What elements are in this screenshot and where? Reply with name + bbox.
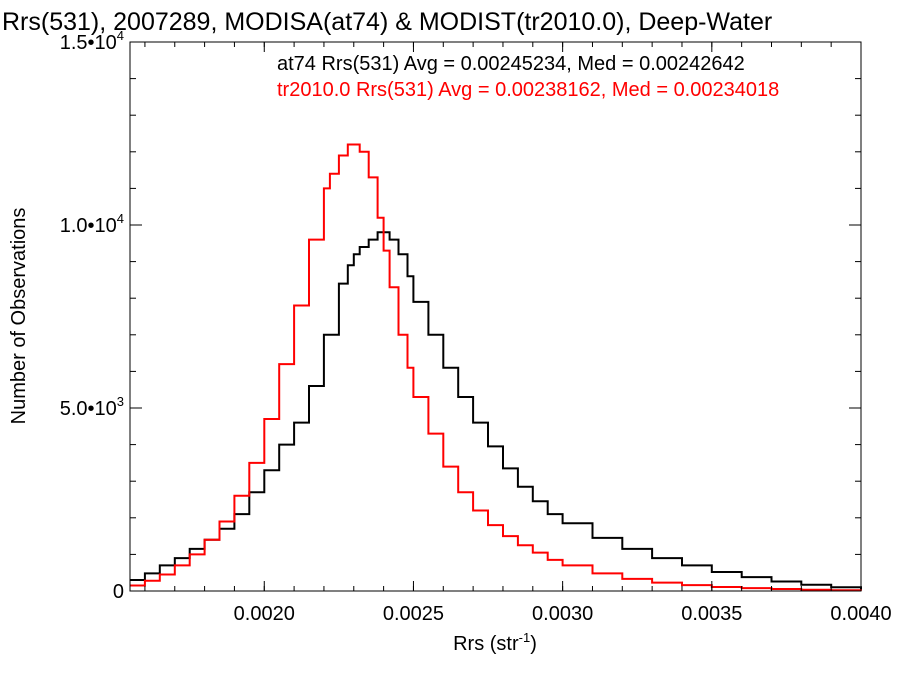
x-tick-label: 0.0020: [234, 603, 295, 625]
x-axis-label-sup: -1: [519, 630, 531, 645]
y-tick-label: 5.0•103: [60, 394, 124, 420]
chart-title: Rrs(531), 2007289, MODISA(at74) & MODIST…: [2, 8, 772, 36]
series-line-0: [130, 231, 862, 590]
x-axis-label: Rrs (str-1): [453, 630, 537, 655]
x-tick-label: 0.0040: [830, 603, 891, 625]
x-tick-label: 0.0030: [532, 603, 593, 625]
plot-frame: [129, 41, 862, 592]
y-axis-label: Number of Observations: [8, 208, 30, 425]
x-axis-label-close: ): [530, 633, 537, 655]
y-tick-label: 1.5•104: [60, 28, 124, 54]
y-tick-label: 1.0•104: [60, 211, 124, 237]
x-tick-label: 0.0035: [681, 603, 742, 625]
annotation-at74: at74 Rrs(531) Avg = 0.00245234, Med = 0.…: [277, 53, 745, 75]
x-tick-label: 0.0025: [383, 603, 444, 625]
x-axis-label-main: Rrs (str: [453, 633, 519, 655]
series-layer: [130, 143, 862, 592]
series-line-1: [130, 143, 862, 592]
y-tick-label: 0: [113, 581, 124, 603]
annotation-tr2010: tr2010.0 Rrs(531) Avg = 0.00238162, Med …: [277, 79, 779, 101]
ticks-layer: 0.0020 0.0025 0.0030 0.0035 0.0040 0 5.0•103 1.…: [60, 28, 892, 625]
